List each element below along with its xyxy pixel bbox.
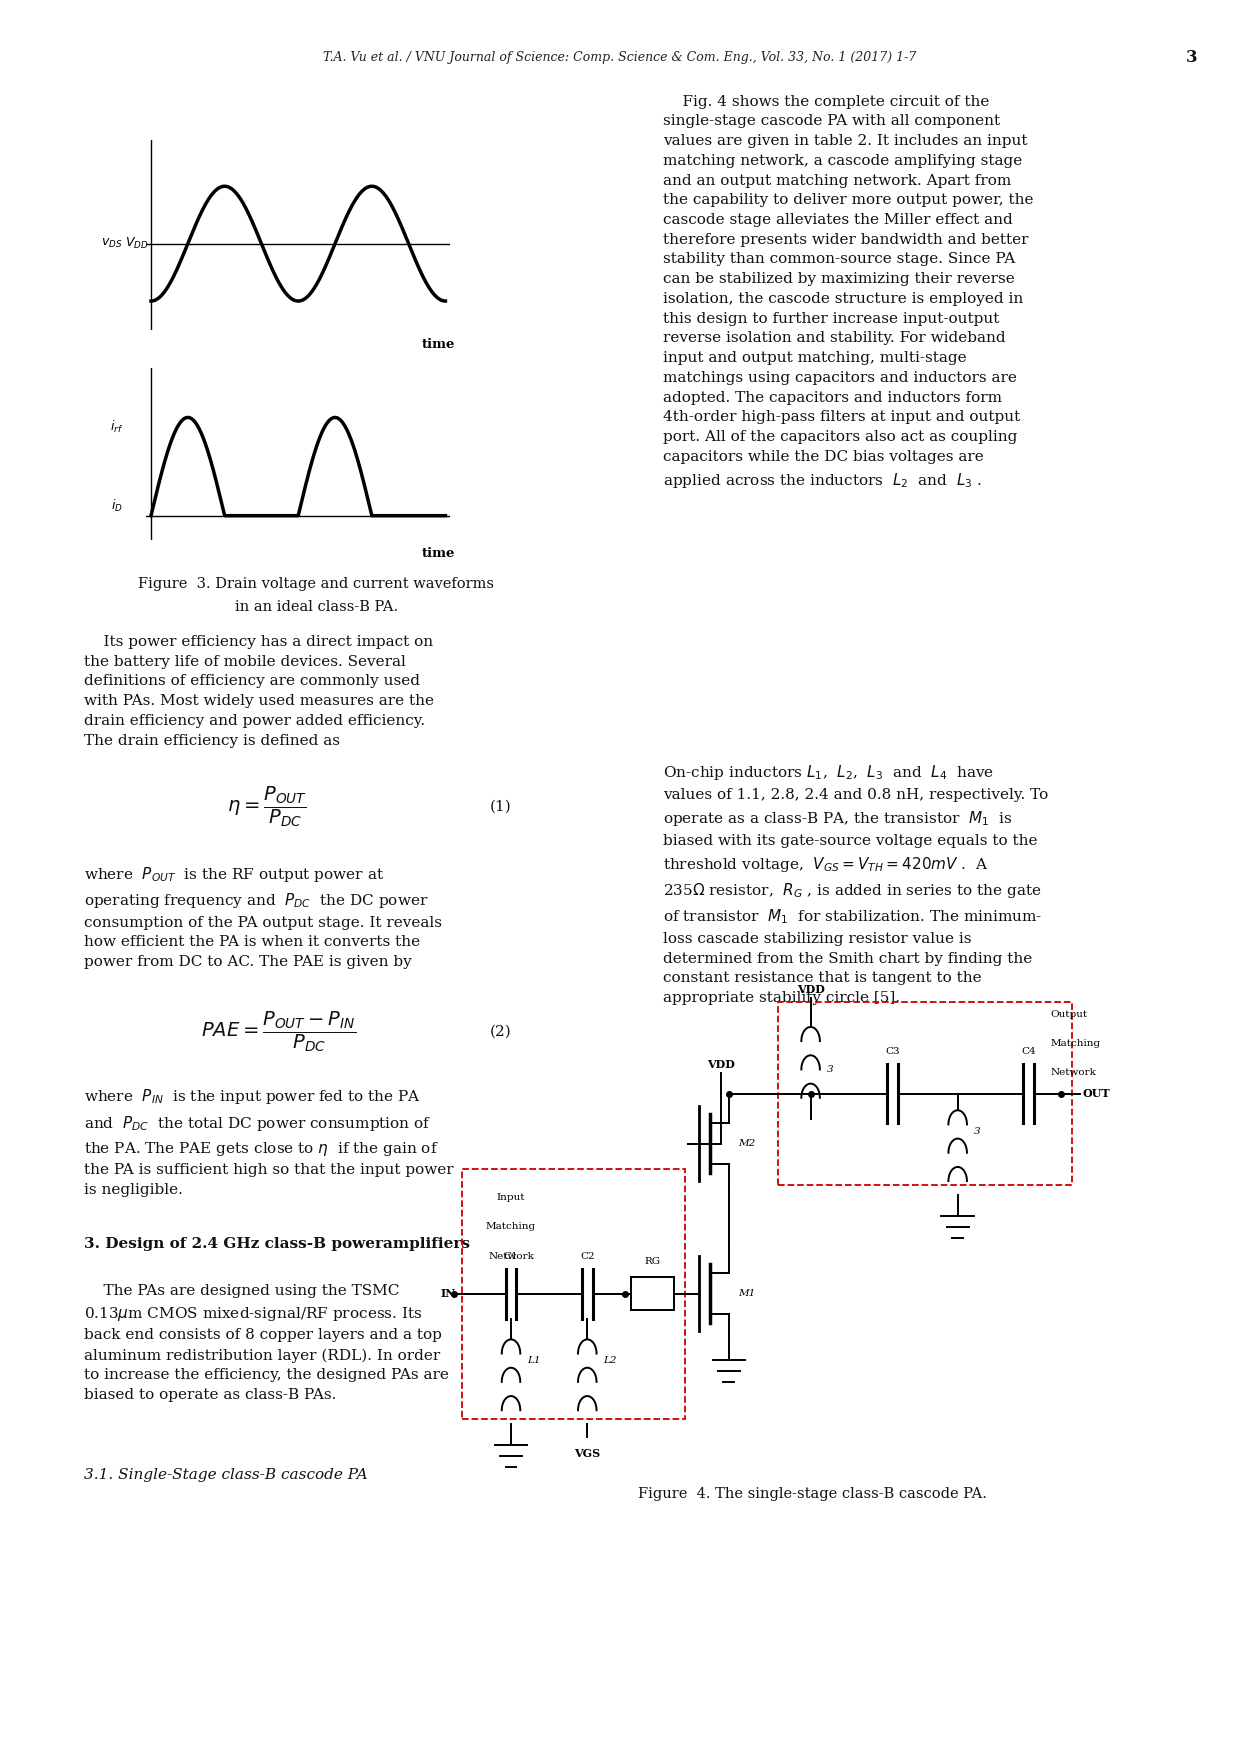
Text: Matching: Matching xyxy=(1050,1038,1100,1049)
Text: IN: IN xyxy=(440,1287,455,1300)
Text: Figure  4. The single-stage class-B cascode PA.: Figure 4. The single-stage class-B casco… xyxy=(637,1487,987,1501)
Text: time: time xyxy=(422,547,455,560)
Text: $v_{DS}$: $v_{DS}$ xyxy=(102,237,123,251)
Text: where  $P_{OUT}$  is the RF output power at
operating frequency and  $P_{DC}$  t: where $P_{OUT}$ is the RF output power a… xyxy=(84,865,443,970)
Text: VDD: VDD xyxy=(707,1059,734,1070)
Text: $i_D$: $i_D$ xyxy=(112,498,123,514)
Bar xyxy=(631,1277,675,1310)
Text: L2: L2 xyxy=(604,1356,618,1365)
Text: in an ideal class-B PA.: in an ideal class-B PA. xyxy=(234,600,398,614)
Text: $V_{DD}$: $V_{DD}$ xyxy=(125,237,149,251)
Text: Input: Input xyxy=(497,1193,526,1201)
Bar xyxy=(777,1002,1073,1186)
Text: M2: M2 xyxy=(738,1138,755,1149)
Text: (1): (1) xyxy=(490,800,512,814)
Text: $\eta = \dfrac{P_{OUT}}{P_{DC}}$: $\eta = \dfrac{P_{OUT}}{P_{DC}}$ xyxy=(227,784,306,830)
Text: 3: 3 xyxy=(827,1065,833,1073)
Text: On-chip inductors $L_1$,  $L_2$,  $L_3$  and  $L_4$  have
values of 1.1, 2.8, 2.: On-chip inductors $L_1$, $L_2$, $L_3$ an… xyxy=(663,763,1049,1005)
Text: The PAs are designed using the TSMC
0.13$\mu$m CMOS mixed-signal/RF process. Its: The PAs are designed using the TSMC 0.13… xyxy=(84,1284,449,1401)
Text: M1: M1 xyxy=(738,1289,755,1298)
Text: $i_{rf}$: $i_{rf}$ xyxy=(109,419,123,435)
Text: time: time xyxy=(422,339,455,351)
Text: C4: C4 xyxy=(1022,1047,1035,1056)
Bar xyxy=(463,1168,686,1419)
Text: VGS: VGS xyxy=(574,1449,600,1459)
Text: T.A. Vu et al. / VNU Journal of Science: Comp. Science & Com. Eng., Vol. 33, No.: T.A. Vu et al. / VNU Journal of Science:… xyxy=(324,51,916,65)
Text: where  $P_{IN}$  is the input power fed to the PA
and  $P_{DC}$  the total DC po: where $P_{IN}$ is the input power fed to… xyxy=(84,1087,454,1196)
Text: Its power efficiency has a direct impact on
the battery life of mobile devices. : Its power efficiency has a direct impact… xyxy=(84,635,434,747)
Text: (2): (2) xyxy=(490,1024,512,1038)
Text: VDD: VDD xyxy=(796,984,825,995)
Text: 3.1. Single-Stage class-B cascode PA: 3.1. Single-Stage class-B cascode PA xyxy=(84,1468,368,1482)
Text: C2: C2 xyxy=(580,1252,595,1261)
Text: RG: RG xyxy=(645,1258,661,1266)
Text: $PAE = \dfrac{P_{OUT} - P_{IN}}{P_{DC}}$: $PAE = \dfrac{P_{OUT} - P_{IN}}{P_{DC}}$ xyxy=(201,1009,357,1054)
Text: Matching: Matching xyxy=(486,1223,536,1231)
Text: Figure  3. Drain voltage and current waveforms: Figure 3. Drain voltage and current wave… xyxy=(138,577,495,591)
Text: OUT: OUT xyxy=(1083,1087,1111,1100)
Text: C1: C1 xyxy=(503,1252,518,1261)
Text: 3: 3 xyxy=(975,1128,981,1137)
Text: 3. Design of 2.4 GHz class-B poweramplifiers: 3. Design of 2.4 GHz class-B poweramplif… xyxy=(84,1237,470,1251)
Text: Network: Network xyxy=(489,1252,534,1261)
Text: Network: Network xyxy=(1050,1068,1096,1077)
Text: L1: L1 xyxy=(527,1356,541,1365)
Text: C3: C3 xyxy=(885,1047,900,1056)
Text: Output: Output xyxy=(1050,1010,1087,1019)
Text: Fig. 4 shows the complete circuit of the
single-stage cascode PA with all compon: Fig. 4 shows the complete circuit of the… xyxy=(663,95,1034,489)
Text: 3: 3 xyxy=(1185,49,1198,67)
